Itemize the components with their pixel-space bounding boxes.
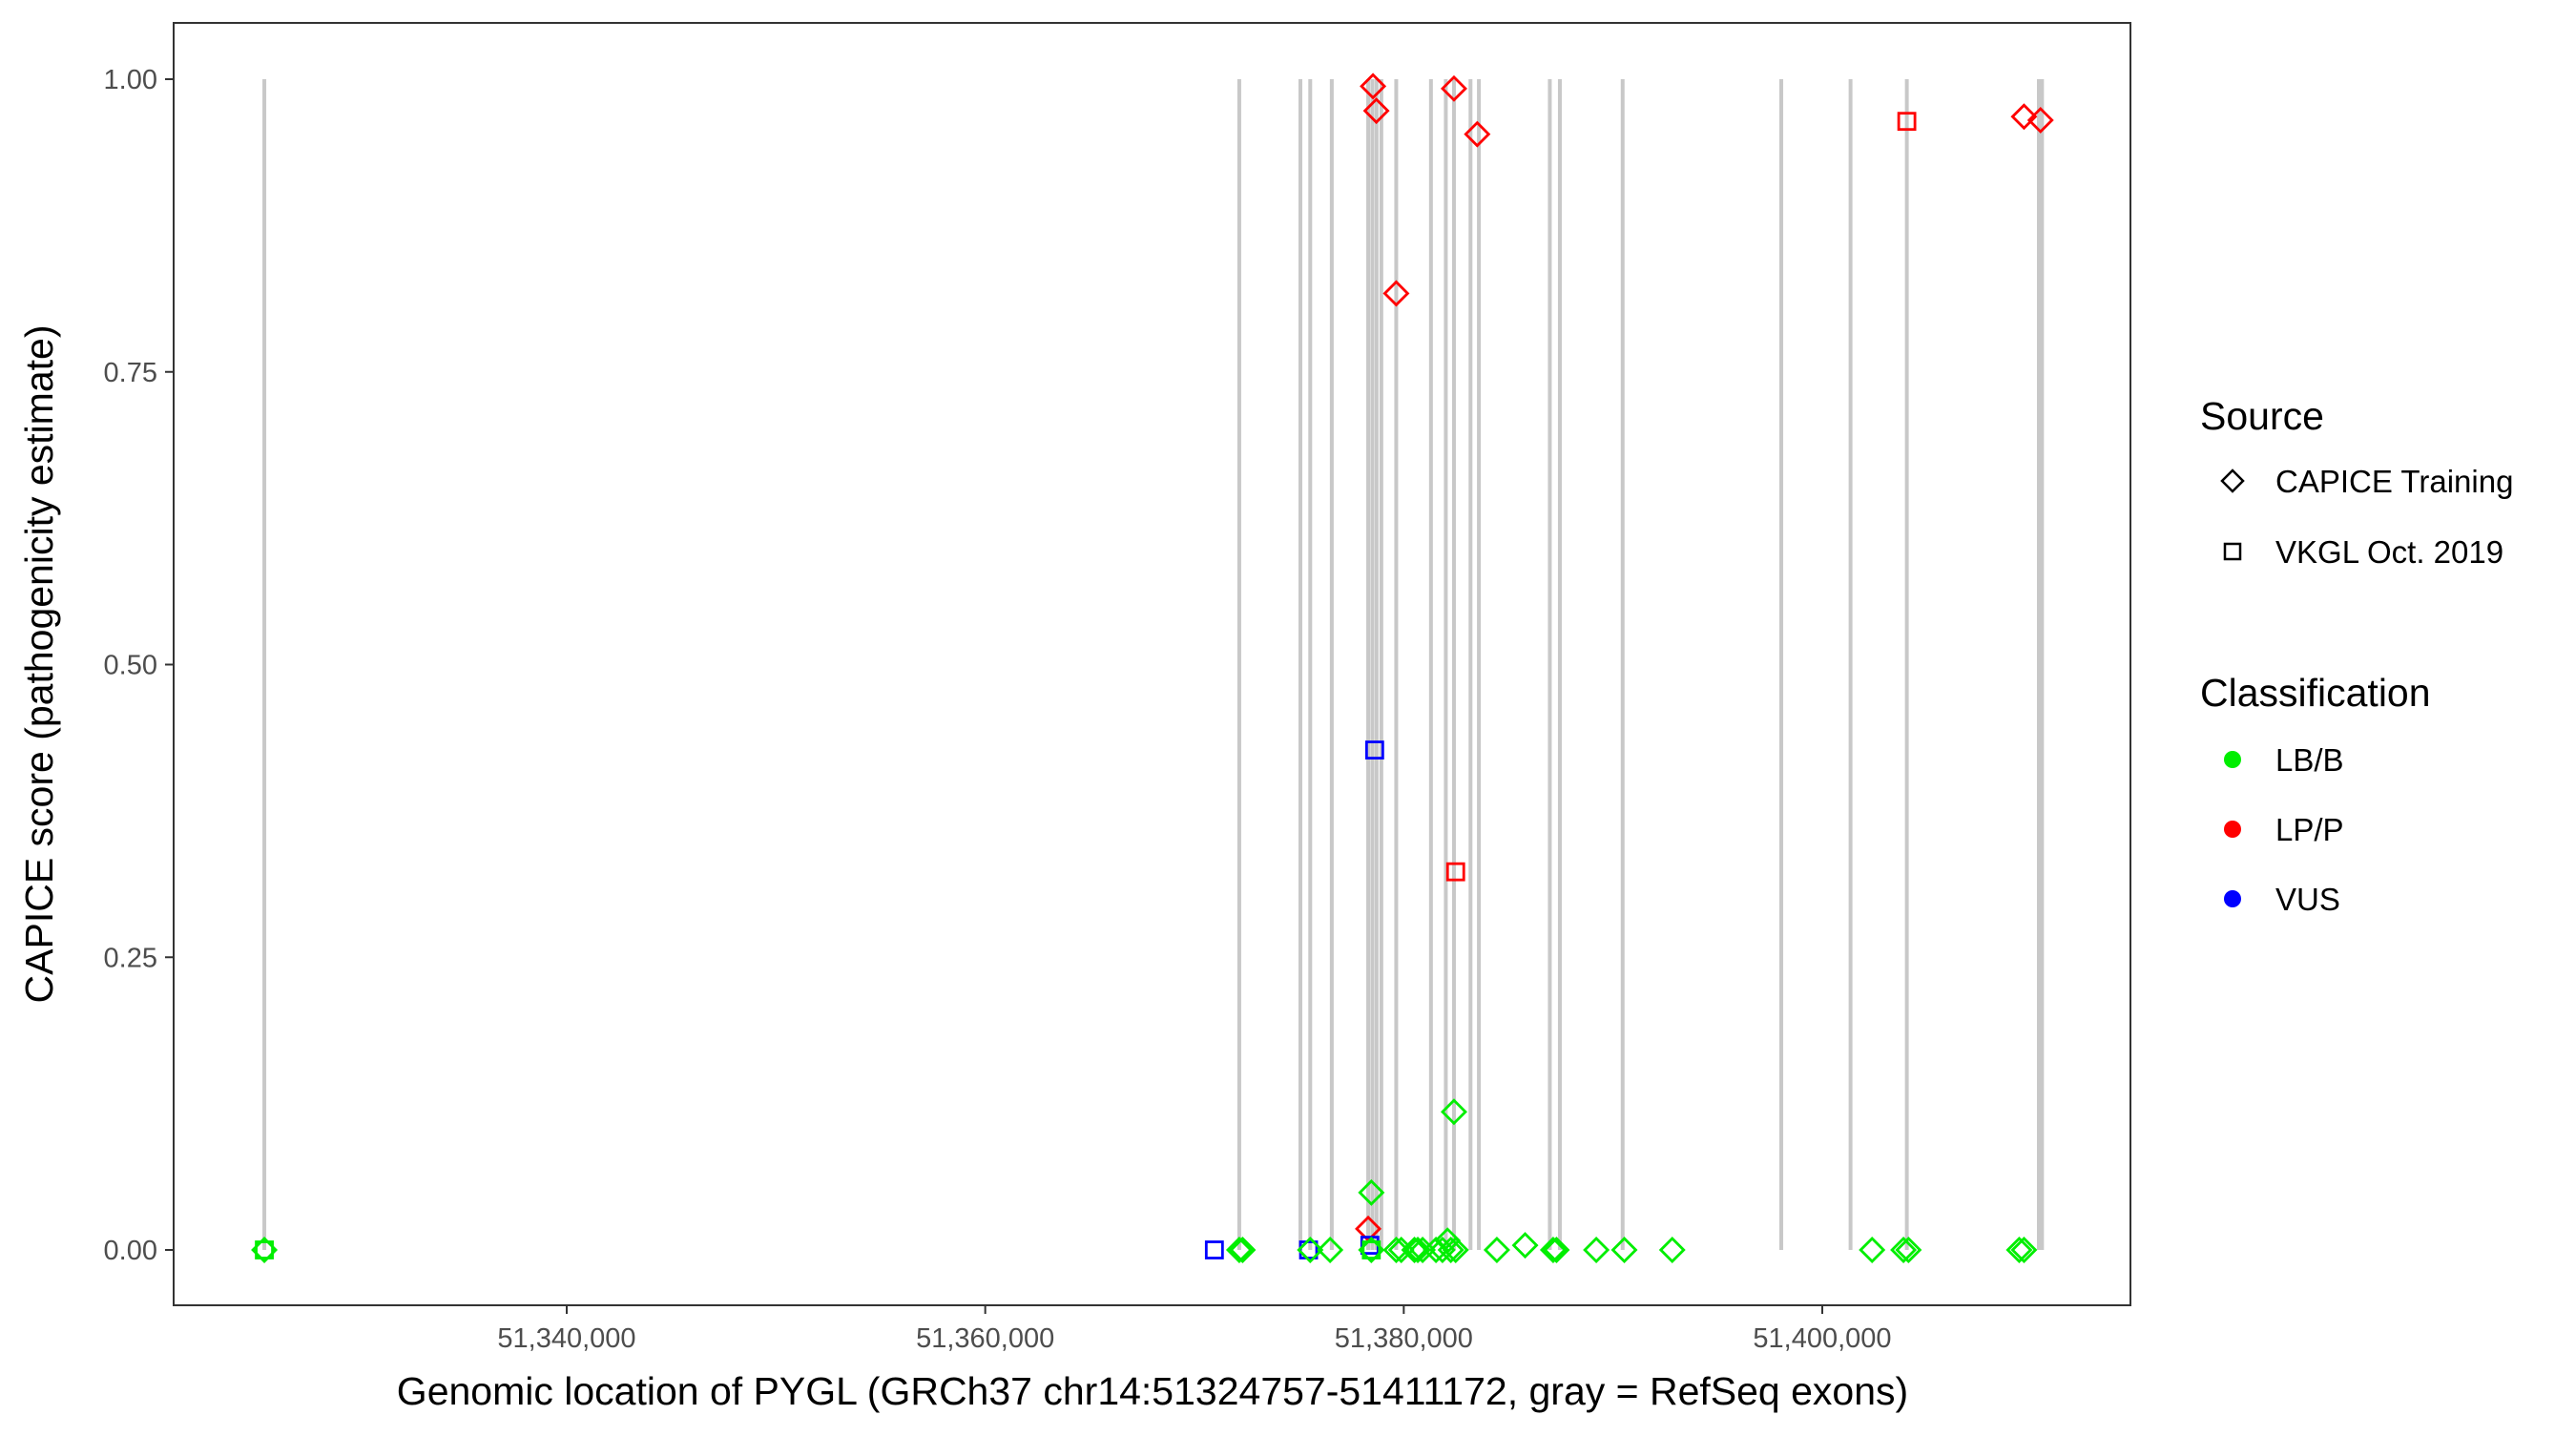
data-point-diamond (1442, 1237, 1469, 1263)
data-point-diamond (1225, 1237, 1253, 1263)
data-point-square (1445, 862, 1465, 882)
legend-label-capice-training: CAPICE Training (2275, 464, 2513, 499)
data-point-diamond (1440, 74, 1467, 102)
y-axis-title: CAPICE score (pathogenicity estimate) (17, 325, 61, 1004)
data-point-diamond (1362, 97, 1390, 125)
data-point-diamond (1297, 1237, 1324, 1263)
data-point-square (255, 1240, 274, 1259)
legend-key-diamond (2220, 468, 2245, 493)
y-tick-label: 0.75 (104, 358, 157, 388)
data-point-diamond (1358, 1237, 1385, 1263)
y-tick-label: 0.50 (104, 651, 157, 681)
legend-key-lbb (2224, 751, 2241, 768)
legend-key-lpp (2224, 821, 2241, 838)
data-point-diamond (2005, 1237, 2033, 1263)
data-point-diamond (1382, 280, 1410, 307)
legend-label-vkgl: VKGL Oct. 2019 (2275, 534, 2503, 570)
x-tick-label: 51,400,000 (1753, 1323, 1891, 1354)
data-point-diamond (1358, 1178, 1385, 1206)
data-point-diamond (1859, 1237, 1886, 1263)
data-point-diamond (1317, 1237, 1344, 1263)
data-point-diamond (1483, 1237, 1510, 1263)
data-point-diamond (1360, 73, 1387, 100)
legend-label-lbb: LB/B (2275, 742, 2344, 778)
legend-title-classification: Classification (2200, 671, 2431, 715)
data-point-diamond (2010, 1237, 2038, 1263)
legend-key-square (2223, 542, 2242, 561)
legend-title-source: Source (2200, 394, 2324, 438)
data-point-diamond (1382, 1237, 1410, 1263)
y-tick-label: 1.00 (104, 65, 157, 95)
data-point-square (1361, 1240, 1381, 1259)
data-point-diamond (1440, 1098, 1467, 1126)
data-point-diamond (1404, 1237, 1432, 1263)
plot-panel (173, 22, 2131, 1306)
data-point-diamond (2026, 106, 2054, 134)
legend-label-vus: VUS (2275, 882, 2340, 917)
data-point-diamond (1658, 1237, 1686, 1263)
data-point-diamond (1428, 1237, 1456, 1263)
data-point-diamond (1543, 1237, 1570, 1263)
x-tick-label: 51,340,000 (497, 1323, 635, 1354)
data-point-diamond (1895, 1237, 1922, 1263)
y-tick-label: 0.25 (104, 943, 157, 973)
data-point-diamond (1610, 1237, 1638, 1263)
data-point-diamond (1539, 1237, 1567, 1263)
legend-label-lpp: LP/P (2275, 812, 2344, 847)
data-point-diamond (1464, 120, 1491, 148)
data-point-diamond (2010, 103, 2038, 131)
data-point-square (1204, 1240, 1224, 1259)
y-tick-label: 0.00 (104, 1236, 157, 1266)
data-point-square (1897, 112, 1917, 132)
data-point-diamond (251, 1237, 279, 1263)
legend-key-vus (2224, 890, 2241, 907)
data-point-diamond (1890, 1237, 1918, 1263)
data-point-square (1364, 740, 1384, 760)
data-point-diamond (1511, 1232, 1539, 1259)
x-axis-title: Genomic location of PYGL (GRCh37 chr14:5… (397, 1369, 1908, 1413)
data-point-diamond (1437, 1237, 1465, 1263)
data-point-diamond (1583, 1237, 1610, 1263)
data-point-diamond (1229, 1237, 1257, 1263)
legend: Source CAPICE Training VKGL Oct. 2019 Cl… (2200, 394, 2513, 917)
x-tick-label: 51,360,000 (916, 1323, 1054, 1354)
x-tick-label: 51,380,000 (1335, 1323, 1473, 1354)
data-point-diamond (1401, 1237, 1428, 1263)
